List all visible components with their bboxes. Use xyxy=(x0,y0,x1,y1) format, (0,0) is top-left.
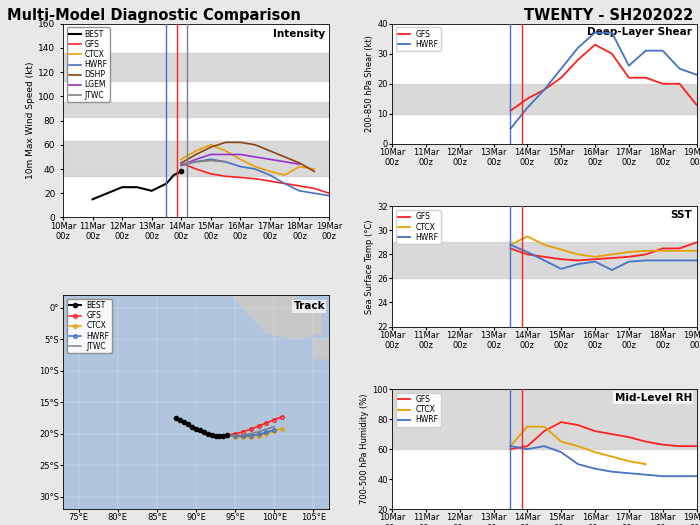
Legend: BEST, GFS, CTCX, HWRF, JTWC: BEST, GFS, CTCX, HWRF, JTWC xyxy=(66,299,112,353)
Polygon shape xyxy=(314,339,329,358)
Text: TWENTY - SH202022: TWENTY - SH202022 xyxy=(524,8,693,23)
Text: Deep-Layer Shear: Deep-Layer Shear xyxy=(587,27,692,37)
Bar xyxy=(63,52,329,80)
Legend: GFS, HWRF: GFS, HWRF xyxy=(395,27,441,51)
Bar xyxy=(392,83,696,114)
Text: Multi-Model Diagnostic Comparison: Multi-Model Diagnostic Comparison xyxy=(7,8,301,23)
Bar xyxy=(392,243,696,278)
Legend: GFS, CTCX, HWRF: GFS, CTCX, HWRF xyxy=(395,393,441,427)
Legend: BEST, GFS, CTCX, HWRF, DSHP, LGEM, JTWC: BEST, GFS, CTCX, HWRF, DSHP, LGEM, JTWC xyxy=(66,27,110,102)
Polygon shape xyxy=(24,169,134,270)
Legend: GFS, CTCX, HWRF: GFS, CTCX, HWRF xyxy=(395,210,441,244)
Text: Intensity: Intensity xyxy=(273,29,325,39)
Y-axis label: 200-850 hPa Shear (kt): 200-850 hPa Shear (kt) xyxy=(365,35,375,132)
Polygon shape xyxy=(228,276,321,339)
Y-axis label: 10m Max Wind Speed (kt): 10m Max Wind Speed (kt) xyxy=(27,62,35,180)
Polygon shape xyxy=(216,232,220,245)
Bar xyxy=(63,141,329,176)
Polygon shape xyxy=(211,169,314,295)
Text: Track: Track xyxy=(293,301,325,311)
Text: Mid-Level RH: Mid-Level RH xyxy=(615,393,692,403)
Polygon shape xyxy=(116,245,132,270)
Text: SST: SST xyxy=(670,210,692,220)
Bar xyxy=(392,389,696,449)
Y-axis label: 700-500 hPa Humidity (%): 700-500 hPa Humidity (%) xyxy=(360,394,370,505)
Y-axis label: Sea Surface Temp (°C): Sea Surface Temp (°C) xyxy=(365,219,375,313)
Bar xyxy=(63,102,329,117)
